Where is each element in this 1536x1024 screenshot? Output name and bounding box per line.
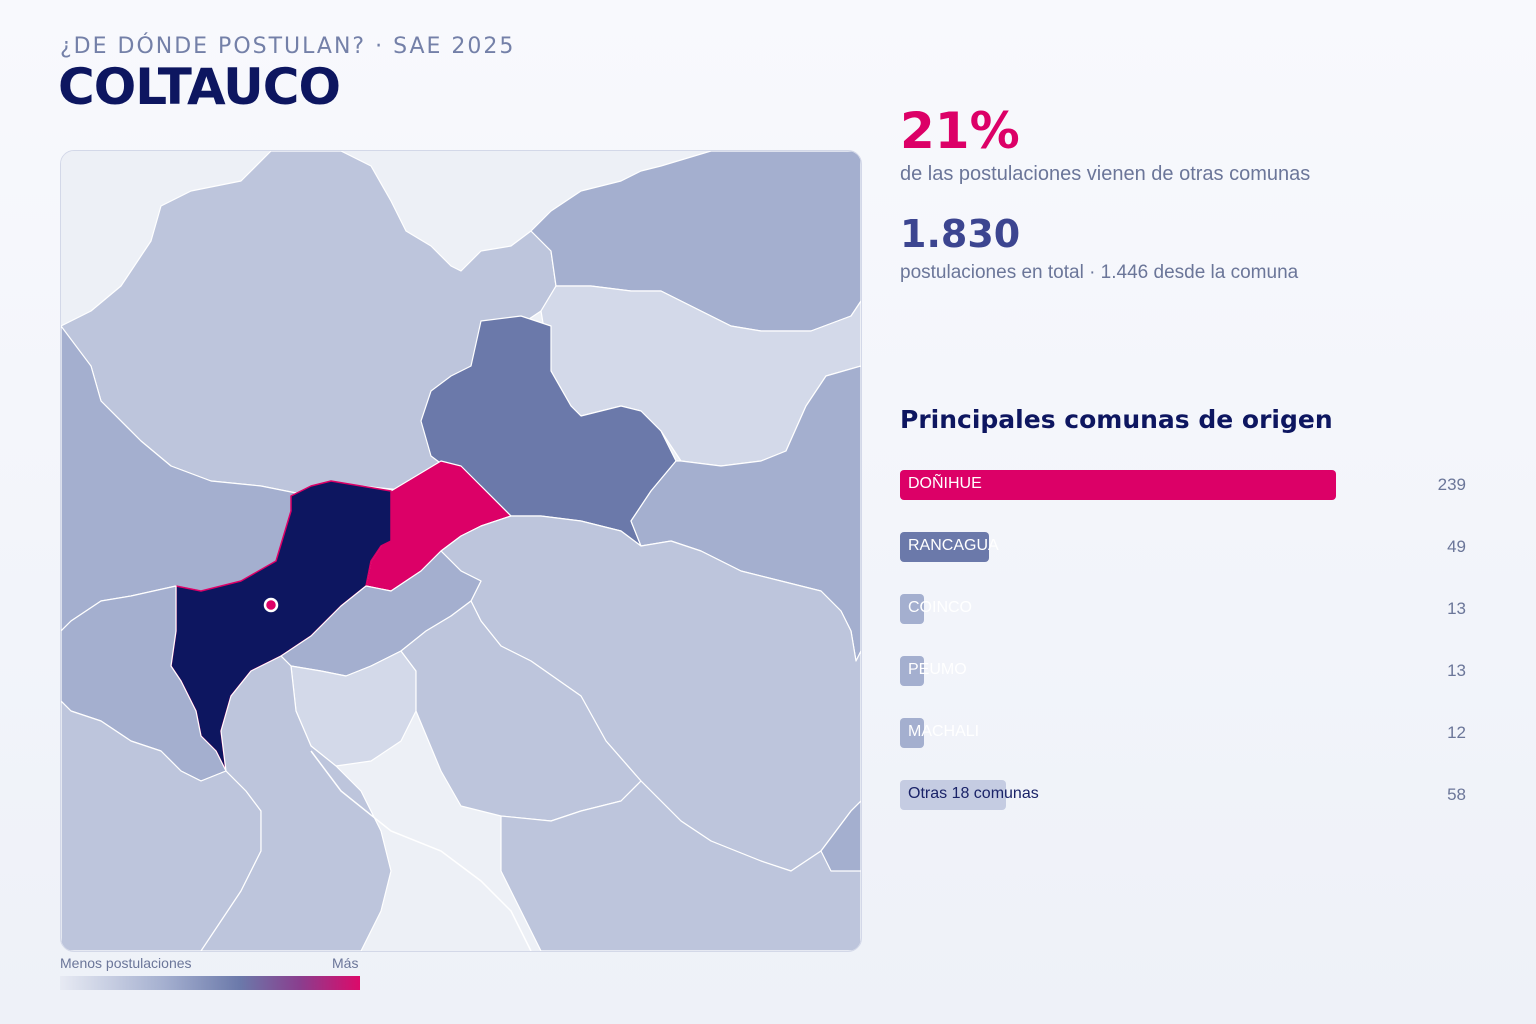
external-description: de las postulaciones vienen de otras com… xyxy=(900,163,1311,185)
map-svg xyxy=(61,151,861,951)
origin-name: RANCAGUA xyxy=(908,537,999,554)
origin-name: Otras 18 comunas xyxy=(908,785,1039,802)
legend-low-label: Menos postulaciones xyxy=(60,955,192,971)
origin-bar: COINCO xyxy=(900,594,972,624)
river-line xyxy=(310,750,532,951)
origin-value: 12 xyxy=(1447,723,1466,742)
origin-list-title: Principales comunas de origen xyxy=(900,405,1333,434)
origin-value: 49 xyxy=(1447,537,1466,556)
origin-name: DOÑIHUE xyxy=(908,475,982,492)
origin-name: COINCO xyxy=(908,599,972,616)
total-description: postulaciones en total · 1.446 desde la … xyxy=(900,262,1299,283)
total-applications: 1.830 xyxy=(900,212,1021,256)
origin-bar: MACHALI xyxy=(900,718,979,748)
region-east-edge[interactable] xyxy=(820,800,861,872)
origin-row: Otras 18 comunas 58 xyxy=(900,780,1466,810)
origin-row: MACHALI 12 xyxy=(900,718,1466,748)
region-south-middle[interactable] xyxy=(200,655,392,951)
legend-high-label: Más xyxy=(332,955,359,971)
origin-row: PEUMO 13 xyxy=(900,656,1466,686)
choropleth-map xyxy=(60,150,862,952)
origin-name: MACHALI xyxy=(908,723,980,740)
origin-value: 13 xyxy=(1447,599,1466,618)
external-percentage: 21% xyxy=(900,102,1020,160)
origin-row: DOÑIHUE 239 xyxy=(900,470,1466,500)
origin-bar: PEUMO xyxy=(900,656,967,686)
region-southeast[interactable] xyxy=(500,780,861,951)
origin-name: PEUMO xyxy=(908,661,967,678)
origin-row: RANCAGUA 49 xyxy=(900,532,1466,562)
map-kicker: ¿DE DÓNDE POSTULAN? · SAE 2025 xyxy=(60,34,516,59)
origin-bar: RANCAGUA xyxy=(900,532,999,562)
origin-value: 13 xyxy=(1447,661,1466,680)
origin-value: 239 xyxy=(1437,475,1466,494)
commune-title: COLTAUCO xyxy=(58,58,341,116)
origin-row: COINCO 13 xyxy=(900,594,1466,624)
origin-value: 58 xyxy=(1447,785,1466,804)
origin-bar: Otras 18 comunas xyxy=(900,780,1039,810)
commune-marker xyxy=(263,597,279,613)
legend-gradient xyxy=(60,976,360,990)
origin-bar: DOÑIHUE xyxy=(900,470,1336,500)
